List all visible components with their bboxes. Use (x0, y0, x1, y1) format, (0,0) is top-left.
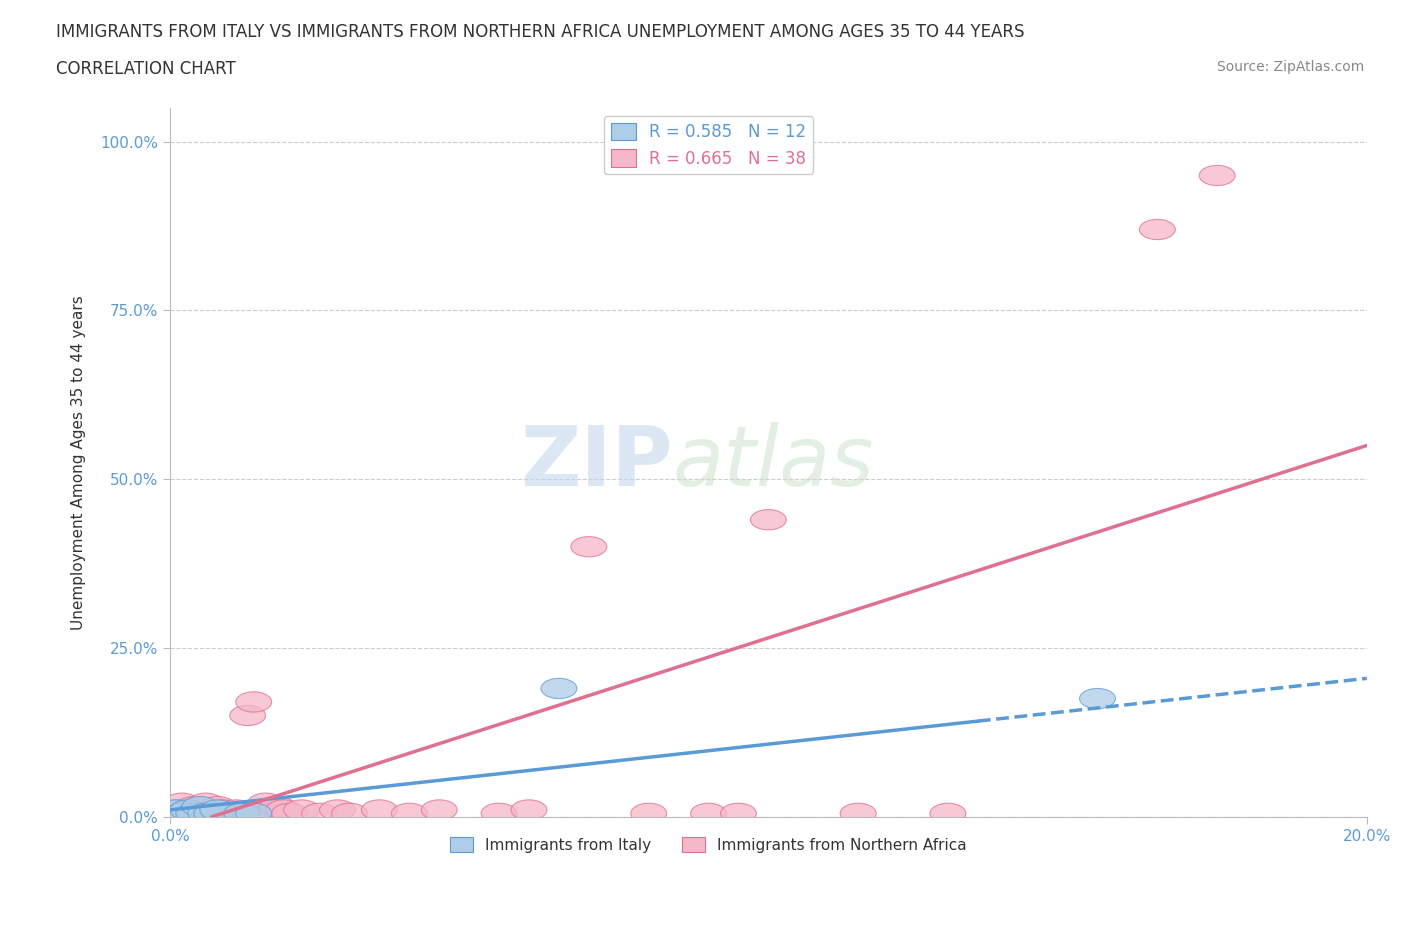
Ellipse shape (302, 804, 337, 823)
Ellipse shape (260, 796, 295, 817)
Ellipse shape (720, 804, 756, 823)
Ellipse shape (271, 804, 308, 823)
Ellipse shape (181, 796, 218, 817)
Ellipse shape (218, 800, 253, 820)
Ellipse shape (266, 800, 302, 820)
Ellipse shape (247, 793, 284, 814)
Ellipse shape (224, 804, 260, 823)
Ellipse shape (929, 804, 966, 823)
Ellipse shape (181, 800, 218, 820)
Ellipse shape (631, 804, 666, 823)
Ellipse shape (242, 800, 277, 820)
Ellipse shape (361, 800, 398, 820)
Ellipse shape (205, 800, 242, 820)
Ellipse shape (690, 804, 727, 823)
Ellipse shape (1080, 688, 1115, 709)
Ellipse shape (1139, 219, 1175, 240)
Ellipse shape (212, 804, 247, 823)
Ellipse shape (170, 804, 205, 823)
Ellipse shape (1199, 166, 1234, 186)
Ellipse shape (571, 537, 607, 557)
Ellipse shape (157, 800, 194, 820)
Ellipse shape (176, 796, 212, 817)
Legend: Immigrants from Italy, Immigrants from Northern Africa: Immigrants from Italy, Immigrants from N… (444, 830, 973, 858)
Ellipse shape (319, 800, 356, 820)
Ellipse shape (194, 804, 229, 823)
Text: atlas: atlas (672, 422, 875, 503)
Y-axis label: Unemployment Among Ages 35 to 44 years: Unemployment Among Ages 35 to 44 years (72, 295, 86, 630)
Ellipse shape (236, 804, 271, 823)
Ellipse shape (332, 804, 367, 823)
Ellipse shape (541, 678, 576, 698)
Ellipse shape (841, 804, 876, 823)
Ellipse shape (200, 800, 236, 820)
Ellipse shape (165, 793, 200, 814)
Text: ZIP: ZIP (520, 422, 672, 503)
Ellipse shape (188, 804, 224, 823)
Ellipse shape (751, 510, 786, 530)
Ellipse shape (391, 804, 427, 823)
Text: IMMIGRANTS FROM ITALY VS IMMIGRANTS FROM NORTHERN AFRICA UNEMPLOYMENT AMONG AGES: IMMIGRANTS FROM ITALY VS IMMIGRANTS FROM… (56, 23, 1025, 41)
Text: Source: ZipAtlas.com: Source: ZipAtlas.com (1216, 60, 1364, 74)
Ellipse shape (422, 800, 457, 820)
Ellipse shape (176, 804, 212, 823)
Ellipse shape (224, 804, 260, 823)
Ellipse shape (157, 800, 194, 820)
Ellipse shape (229, 705, 266, 725)
Ellipse shape (170, 800, 205, 820)
Ellipse shape (284, 800, 319, 820)
Ellipse shape (200, 796, 236, 817)
Ellipse shape (165, 804, 200, 823)
Ellipse shape (188, 793, 224, 814)
Ellipse shape (253, 804, 290, 823)
Ellipse shape (194, 804, 229, 823)
Text: CORRELATION CHART: CORRELATION CHART (56, 60, 236, 78)
Ellipse shape (510, 800, 547, 820)
Ellipse shape (236, 692, 271, 712)
Ellipse shape (481, 804, 517, 823)
